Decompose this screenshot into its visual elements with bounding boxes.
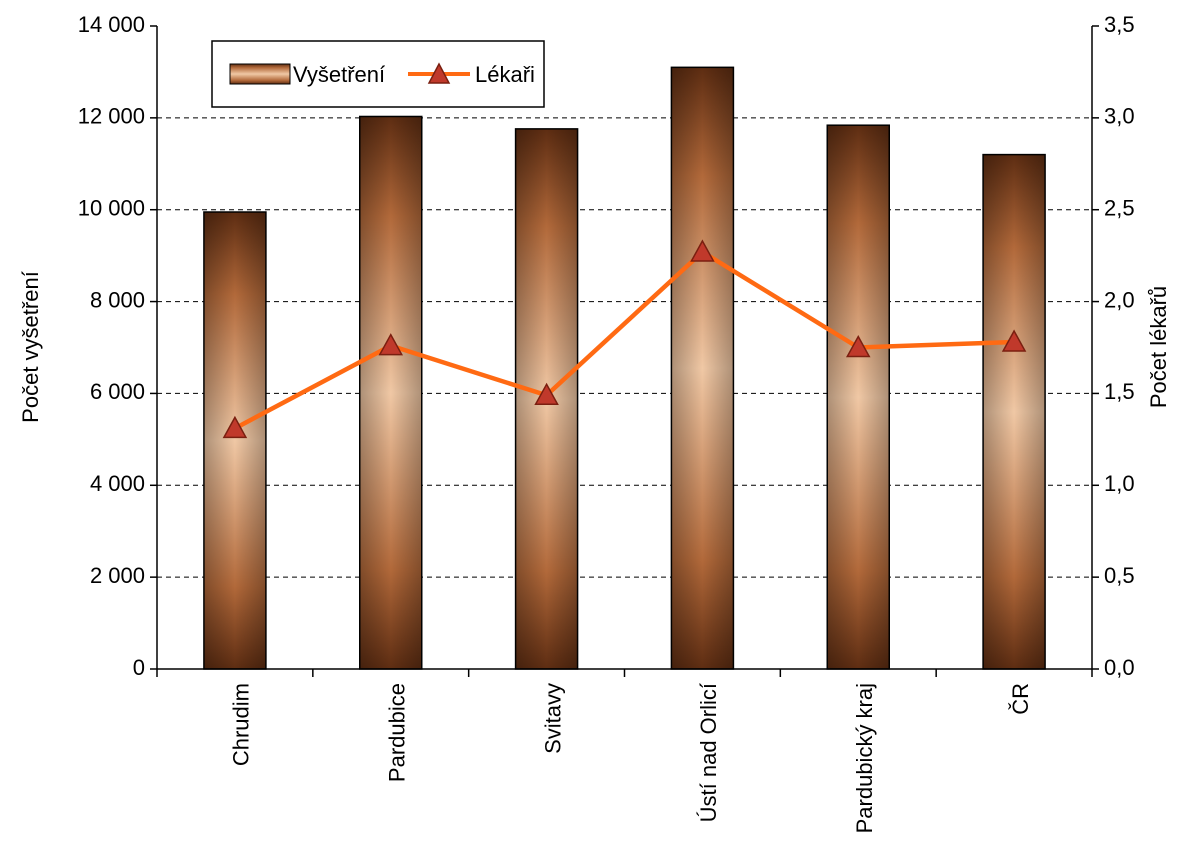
x-tick-label: ČR [1008,683,1033,715]
legend: Vyšetření Lékaři [211,40,545,108]
bar-shade [671,67,734,670]
y2-axis-title: Počet lékařů [1146,286,1171,408]
x-tick-label: Pardubice [385,683,410,782]
line-marker [534,382,559,406]
bar [982,153,1046,670]
left-tick-label: 0 [133,655,145,680]
left-tick-label: 6 000 [90,379,145,404]
right-axis-ticks: 0,0 0,5 1,0 1,5 2,0 2,5 3,0 3,5 [1092,12,1135,680]
legend-swatch-bar [229,63,291,85]
bar [203,211,267,670]
x-tick-label: Svitavy [540,683,565,754]
bar-shade [983,154,1046,670]
left-axis-ticks: 0 2 000 4 000 6 000 8 000 10 000 12 000 14 000 [78,12,157,680]
line-marker [378,333,404,356]
right-tick-label: 1,5 [1104,379,1135,404]
right-tick-label: 2,0 [1104,287,1135,312]
x-tick-label: Pardubický kraj [852,683,877,833]
left-tick-label: 8 000 [90,287,145,312]
legend-label-bar: Vyšetření [293,62,385,87]
right-tick-label: 0,5 [1104,563,1135,588]
x-tick-label: Ústí nad Orlicí [696,683,721,822]
right-tick-label: 3,0 [1104,104,1135,129]
left-tick-label: 14 000 [78,12,145,37]
line-marker [1001,329,1027,352]
bar-shade [203,212,266,669]
line-series [233,249,1015,431]
left-tick-label: 12 000 [78,104,145,129]
left-tick-label: 2 000 [90,563,145,588]
bar [359,115,423,670]
right-tick-label: 2,5 [1104,196,1135,221]
left-tick-label: 10 000 [78,196,145,221]
legend-swatch-marker [427,62,451,84]
line-marker [222,415,248,439]
bar-shade [359,116,422,669]
right-tick-label: 1,0 [1104,471,1135,496]
x-axis-ticks: Chrudim Pardubice Svitavy Ústí nad Orlicí Pa… [156,669,1093,833]
x-tick-label: Chrudim [229,683,254,766]
bar [670,66,735,670]
y-axis-title: Počet vyšetření [18,271,43,423]
right-tick-label: 3,5 [1104,12,1135,37]
plot-area [157,66,1092,670]
gridlines [157,117,1092,578]
bar [826,124,890,670]
right-tick-label: 0,0 [1104,655,1135,680]
bar-shade [827,125,890,670]
left-tick-label: 4 000 [90,471,145,496]
line-marker [690,239,715,262]
legend-label-line: Lékaři [475,62,535,87]
line-marker [845,334,871,358]
bars [203,66,1046,670]
series-line-group [222,239,1027,439]
